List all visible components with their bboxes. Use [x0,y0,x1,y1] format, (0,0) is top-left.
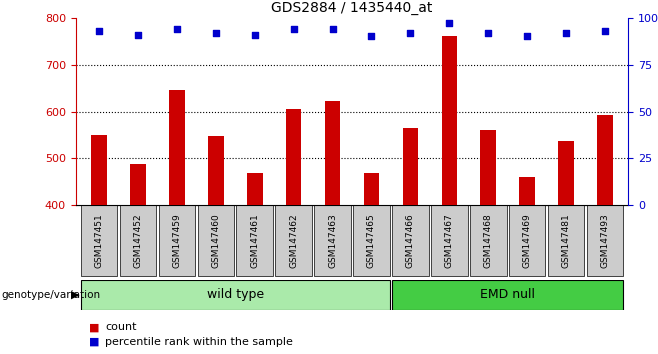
FancyBboxPatch shape [236,205,273,276]
Text: GSM147451: GSM147451 [95,213,103,268]
Bar [364,173,379,205]
Bar [519,177,535,205]
FancyBboxPatch shape [159,205,195,276]
FancyBboxPatch shape [392,205,429,276]
Point [367,34,377,39]
FancyBboxPatch shape [431,205,468,276]
Text: GSM147463: GSM147463 [328,213,337,268]
Bar [208,136,224,205]
FancyBboxPatch shape [353,205,390,276]
Text: ■: ■ [89,322,99,332]
Point [561,30,571,35]
Bar [286,109,301,205]
Text: GSM147467: GSM147467 [445,213,454,268]
Point [444,21,455,26]
FancyBboxPatch shape [81,205,117,276]
Text: GSM147468: GSM147468 [484,213,493,268]
FancyBboxPatch shape [509,205,545,276]
Text: genotype/variation: genotype/variation [1,290,101,300]
FancyBboxPatch shape [392,280,623,310]
Point [249,32,260,38]
FancyBboxPatch shape [470,205,507,276]
Point [211,30,221,35]
FancyBboxPatch shape [120,205,156,276]
Text: percentile rank within the sample: percentile rank within the sample [105,337,293,347]
Text: count: count [105,322,137,332]
Point [288,26,299,32]
Bar [130,164,145,205]
Bar [169,90,185,205]
Point [327,26,338,32]
Point [133,32,143,38]
Text: GSM147460: GSM147460 [211,213,220,268]
Text: GSM147466: GSM147466 [406,213,415,268]
Bar [480,130,496,205]
FancyBboxPatch shape [275,205,312,276]
FancyBboxPatch shape [587,205,623,276]
Text: wild type: wild type [207,288,264,301]
Text: GSM147459: GSM147459 [172,213,182,268]
Point [600,28,611,34]
Text: GSM147493: GSM147493 [601,213,609,268]
FancyBboxPatch shape [548,205,584,276]
Point [405,30,416,35]
Bar [325,101,340,205]
Point [93,28,104,34]
FancyBboxPatch shape [315,205,351,276]
Text: GSM147462: GSM147462 [289,213,298,268]
Text: GSM147461: GSM147461 [250,213,259,268]
Text: GSM147481: GSM147481 [562,213,570,268]
Title: GDS2884 / 1435440_at: GDS2884 / 1435440_at [271,1,433,15]
Point [483,30,494,35]
Text: EMD null: EMD null [480,288,535,301]
Text: GSM147469: GSM147469 [522,213,532,268]
Text: ▶: ▶ [71,290,80,300]
Text: GSM147452: GSM147452 [134,213,142,268]
Text: GSM147465: GSM147465 [367,213,376,268]
FancyBboxPatch shape [81,280,390,310]
Text: ■: ■ [89,337,99,347]
Point [172,26,182,32]
Bar [247,173,263,205]
Bar [559,141,574,205]
FancyBboxPatch shape [197,205,234,276]
Bar [91,135,107,205]
Point [522,34,532,39]
Bar [442,36,457,205]
Bar [403,128,418,205]
Bar [597,115,613,205]
